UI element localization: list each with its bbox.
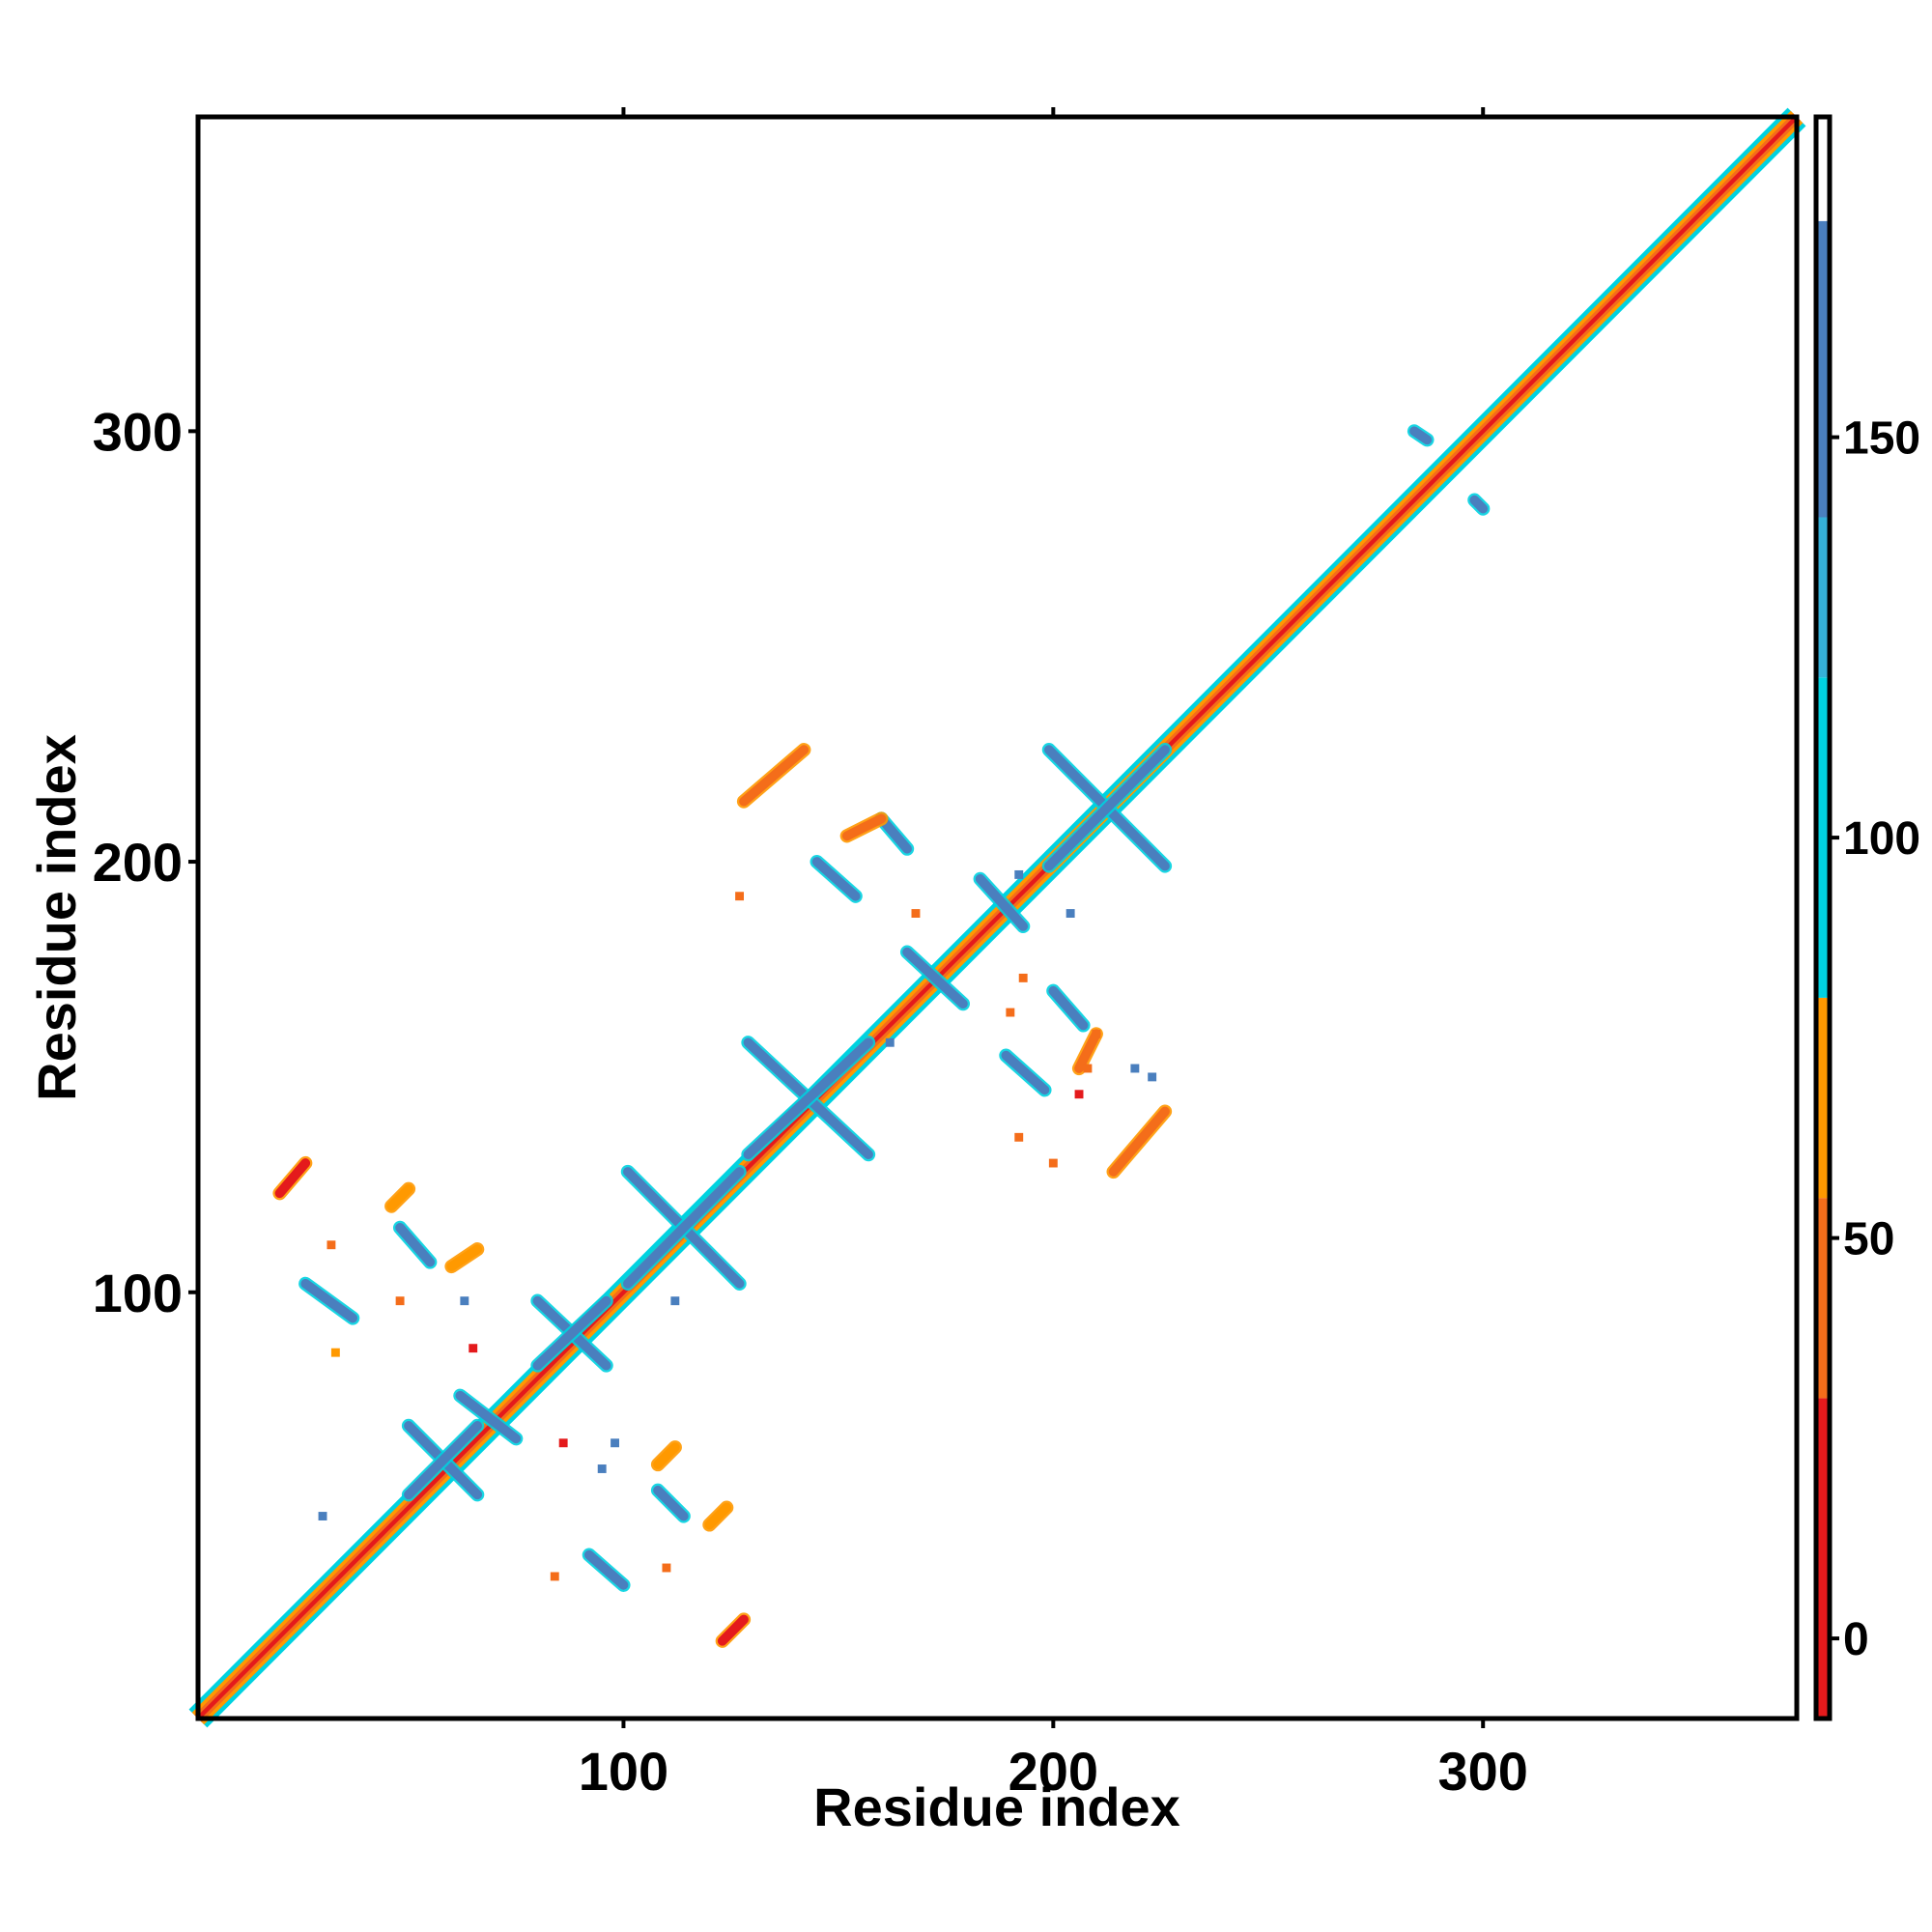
contact-segment [1108, 1106, 1170, 1177]
contact-point [1014, 869, 1024, 879]
contact-segment [653, 1442, 680, 1469]
x-tick-label: 200 [1009, 1741, 1098, 1802]
plot-frame [195, 114, 1800, 1721]
colorbar-tick-label: 100 [1843, 813, 1920, 865]
contact-point [597, 1464, 607, 1473]
contact-point [460, 1296, 469, 1306]
contact-point [1130, 1064, 1140, 1073]
colorbar-band [1816, 677, 1830, 998]
colorbar-band [1816, 1398, 1830, 1719]
contact-segment [743, 1037, 873, 1160]
colorbar-band [1816, 517, 1830, 678]
contact-point [1014, 1132, 1024, 1142]
contact-segment [532, 1295, 611, 1371]
colorbar-band [1816, 1198, 1830, 1399]
plot-area [188, 107, 1806, 1728]
contact-point [1083, 1064, 1093, 1073]
y-axis-title: Residue index [26, 734, 87, 1101]
colorbar-tick-label: 50 [1843, 1214, 1894, 1265]
contact-segment [404, 1421, 483, 1500]
contact-segment [717, 1614, 749, 1646]
contact-point [885, 1037, 895, 1047]
diagonal-band-3 [196, 115, 1799, 1720]
contact-point [1092, 1029, 1101, 1038]
contact-point [395, 1296, 405, 1306]
contact-segment [386, 1183, 413, 1211]
contact-point [558, 1438, 568, 1448]
colorbar-band [1816, 220, 1830, 518]
x-axis-title: Residue index [813, 1776, 1180, 1837]
contact-point [1018, 973, 1028, 982]
contact-segment [1048, 985, 1089, 1031]
contact-segment [1001, 1050, 1050, 1095]
contact-segment [1043, 745, 1170, 871]
y-tick-label: 200 [93, 832, 183, 893]
contact-point [911, 909, 921, 918]
contact-point [327, 1240, 336, 1250]
contact-segment [300, 1278, 358, 1323]
contact-point [550, 1572, 559, 1581]
y-tick-label: 100 [93, 1263, 183, 1323]
contact-segment [841, 813, 887, 841]
contact-segment [1074, 1029, 1101, 1073]
contact-point [1148, 1072, 1157, 1082]
contact-segment [446, 1244, 483, 1271]
contact-segment [1409, 426, 1433, 445]
contact-segment [622, 1167, 745, 1289]
colorbar: 0 50 100 150 [1813, 114, 1920, 1721]
contact-segment [739, 745, 810, 807]
colorbar-tick-label: 0 [1843, 1614, 1869, 1665]
contact-segment [1469, 495, 1489, 514]
contact-segment [704, 1502, 732, 1530]
contact-segment [274, 1158, 311, 1199]
contact-point [469, 1344, 478, 1353]
contact-point [1006, 1008, 1015, 1017]
y-tick-label: 300 [93, 401, 183, 462]
colorbar-frame [1813, 114, 1833, 1721]
contact-point [318, 1512, 327, 1520]
contact-segment [455, 1390, 522, 1444]
contact-segment [975, 873, 1029, 931]
colorbar-tick-label: 150 [1843, 413, 1920, 465]
contact-point [1065, 909, 1075, 918]
contact-segment [811, 857, 861, 901]
contact-point [735, 892, 745, 901]
contact-segment [583, 1549, 629, 1590]
contact-point [662, 1563, 671, 1573]
contact-segment [395, 1223, 436, 1267]
contact-point [1048, 1158, 1058, 1168]
x-tick-label: 100 [579, 1741, 668, 1802]
contact-point [330, 1348, 340, 1357]
contact-segment [653, 1485, 689, 1521]
colorbar-band [1816, 117, 1830, 221]
colorbar-band [1816, 997, 1830, 1199]
x-tick-label: 300 [1438, 1741, 1528, 1802]
contact-point [1074, 1090, 1084, 1099]
contact-point [611, 1438, 619, 1448]
contact-point [670, 1296, 680, 1306]
contact-segment [902, 947, 968, 1009]
axes: 100 200 300 100 200 300 [93, 107, 1528, 1802]
